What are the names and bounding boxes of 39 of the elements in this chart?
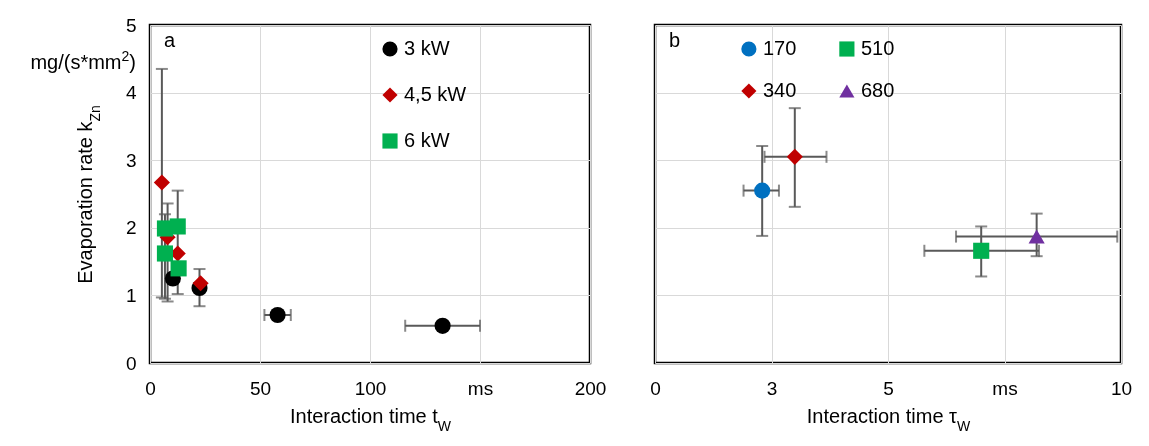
- x-tick-label: 0: [145, 377, 156, 399]
- point: [973, 242, 990, 259]
- point: [170, 260, 187, 277]
- point: [754, 182, 771, 199]
- x-tick-label: ms: [467, 377, 494, 399]
- y-tick-label: 5: [125, 14, 137, 36]
- point: [434, 317, 451, 334]
- point: [786, 148, 803, 165]
- legend-label: 4,5 kW: [404, 83, 467, 105]
- legend-label: 6 kW: [404, 129, 450, 151]
- legend-label: 340: [762, 79, 797, 101]
- y-tick-label: 0: [125, 352, 137, 374]
- x-tick-label: 3: [766, 377, 778, 399]
- legend-label: 3 kW: [404, 37, 450, 59]
- legend-label: 170: [762, 37, 797, 59]
- annotation: b: [669, 29, 681, 51]
- point: [1028, 229, 1045, 244]
- point: [269, 306, 286, 324]
- x-tick-label: 10: [1110, 377, 1133, 399]
- y-tick-label: 2: [125, 217, 137, 239]
- point: [156, 245, 174, 262]
- legend-label: 680: [860, 79, 895, 101]
- text: mg/(s*mm$^{2}$): [30, 48, 136, 73]
- x-axis-title: Interaction time t$_{W}$: [289, 404, 452, 434]
- x-tick-label: 200: [574, 377, 607, 399]
- annotation: a: [164, 29, 176, 51]
- x-tick-label: 5: [883, 377, 894, 399]
- y-tick-label: 1: [125, 284, 137, 306]
- x-tick-label: ms: [992, 377, 1018, 399]
- y-tick-label: 4: [125, 82, 137, 104]
- legend-label: 510: [860, 37, 895, 59]
- x-axis-title: Interaction time τ$_{W}$: [806, 404, 971, 434]
- point: [169, 218, 186, 235]
- x-tick-label: 0: [650, 377, 661, 399]
- x-tick-label: 50: [249, 377, 272, 399]
- y-tick-label: 3: [125, 149, 137, 171]
- x-tick-label: 100: [354, 377, 387, 399]
- point: [153, 174, 170, 191]
- point: [192, 275, 209, 292]
